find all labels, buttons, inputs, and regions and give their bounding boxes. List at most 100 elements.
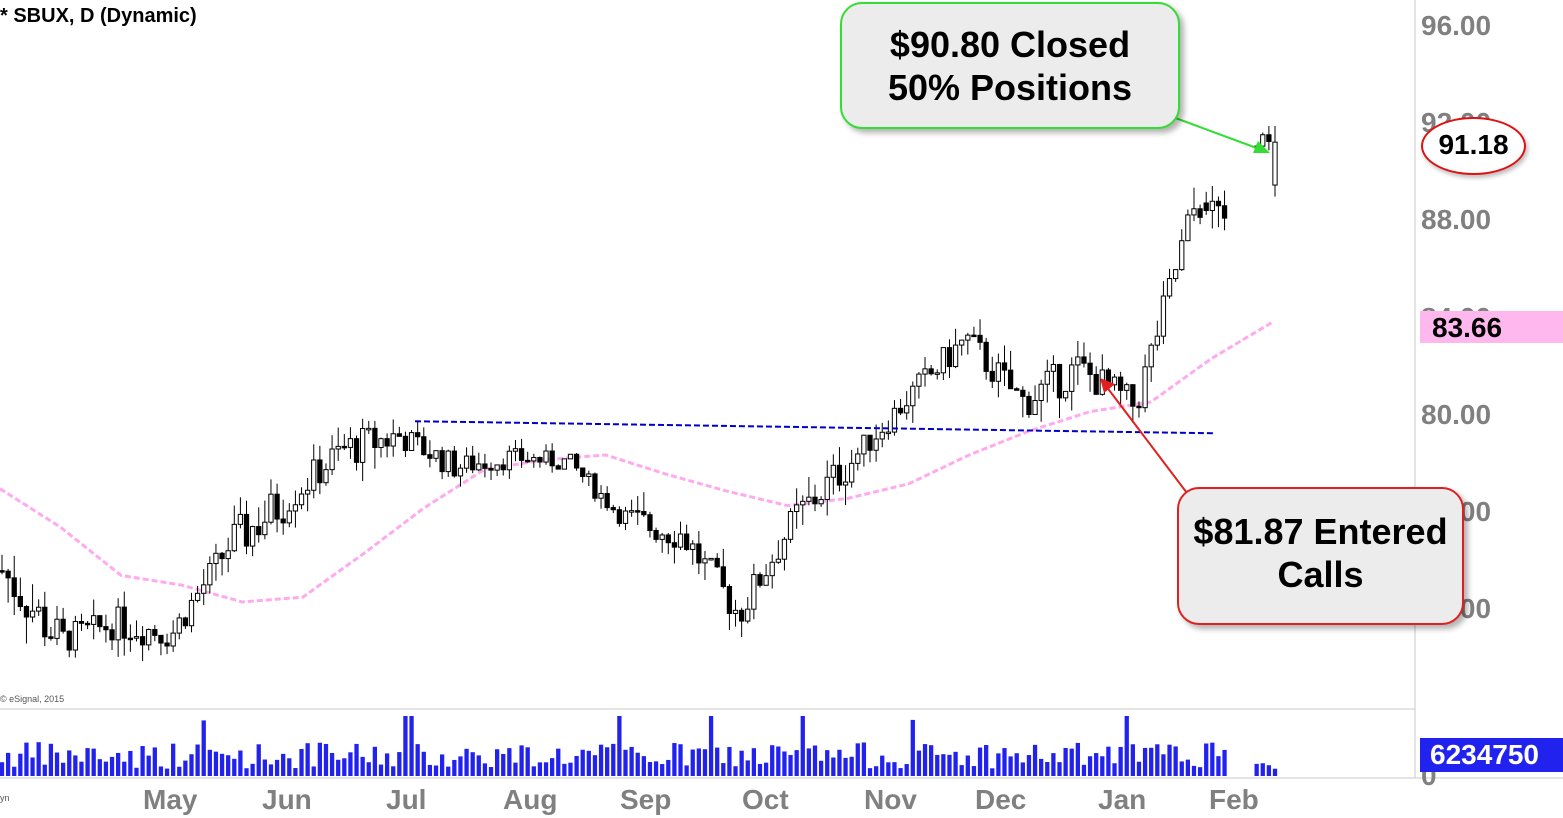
volume-bar xyxy=(543,762,549,776)
volume-bar xyxy=(201,720,206,776)
candle-body xyxy=(286,510,292,524)
volume-bar xyxy=(507,748,512,776)
candle-body xyxy=(1154,335,1160,346)
candle-body xyxy=(1069,364,1075,392)
candle-body xyxy=(525,459,531,463)
candle-body xyxy=(152,629,158,636)
volume-bar xyxy=(733,766,738,776)
callout-line: $81.87 Entered xyxy=(1193,511,1448,552)
candle-body xyxy=(855,453,861,464)
volume-bar xyxy=(122,761,127,776)
candle-body xyxy=(641,511,647,516)
candle-body xyxy=(262,521,268,536)
candle-body xyxy=(72,621,78,651)
candle-body xyxy=(836,464,843,486)
candle-body xyxy=(201,584,207,594)
volume-bar xyxy=(354,743,359,776)
volume-bar xyxy=(158,766,164,776)
candle-body xyxy=(543,450,549,463)
candle-body xyxy=(268,493,274,523)
candle-body xyxy=(561,458,568,470)
volume-bar xyxy=(1100,756,1105,776)
candle-body xyxy=(922,368,928,375)
candle-body xyxy=(256,526,262,536)
candle-body xyxy=(415,432,421,438)
candle-body xyxy=(751,574,757,610)
volume-bar xyxy=(1136,761,1142,776)
volume-bar xyxy=(48,743,54,776)
candle-body xyxy=(775,558,781,563)
volume-bar xyxy=(1161,754,1166,776)
volume-bar xyxy=(1260,763,1265,776)
candle-body xyxy=(1136,405,1142,409)
x-tick-label: Sep xyxy=(620,784,672,815)
volume-bar xyxy=(898,768,903,776)
candle-body xyxy=(867,434,873,451)
volume-bar xyxy=(415,744,420,776)
volume-bar xyxy=(18,753,23,776)
volume-bar xyxy=(739,750,744,776)
candle-body xyxy=(1020,389,1026,397)
candle-body xyxy=(60,618,66,632)
volume-bar xyxy=(274,759,280,776)
volume-bar xyxy=(67,750,72,776)
volume-bars xyxy=(0,716,1278,776)
volume-bar xyxy=(146,755,151,776)
candle-body xyxy=(237,513,244,525)
volume-bar xyxy=(183,760,188,776)
candle-body xyxy=(170,632,176,647)
volume-bar xyxy=(941,754,946,776)
candle-body xyxy=(714,557,720,568)
x-tick-label: Dec xyxy=(975,784,1027,815)
volume-bar xyxy=(152,747,157,776)
candle-body xyxy=(1173,269,1179,280)
candle-body xyxy=(696,543,702,564)
candle-body xyxy=(433,450,439,459)
volume-bar xyxy=(1149,747,1154,776)
last-volume-tag: 6234750 xyxy=(1420,738,1563,772)
last-price: 91.18 xyxy=(1438,129,1509,160)
candle-body xyxy=(628,510,635,513)
volume-bar xyxy=(458,756,463,776)
volume-bar xyxy=(574,755,579,776)
resistance-line xyxy=(414,420,1214,435)
volume-bar xyxy=(867,768,873,776)
candle-body xyxy=(470,455,476,471)
candle-body xyxy=(1191,208,1197,216)
volume-bar xyxy=(562,763,567,776)
candle-body xyxy=(317,459,323,484)
volume-bar xyxy=(525,747,530,776)
volume-bar xyxy=(323,743,329,776)
candle-body xyxy=(592,473,598,499)
candle-body xyxy=(463,455,470,469)
volume-bar xyxy=(794,750,799,776)
candle-body xyxy=(115,606,121,641)
candle-body xyxy=(274,493,280,520)
candle-body xyxy=(97,615,103,628)
volume-bar xyxy=(60,762,66,776)
candle-body xyxy=(311,459,317,491)
volume-bar xyxy=(586,750,591,776)
volume-bar xyxy=(1197,767,1203,776)
volume-bar xyxy=(843,757,848,776)
volume-bar xyxy=(1112,763,1117,776)
volume-bar xyxy=(727,746,732,776)
candle-body xyxy=(928,368,934,375)
candle-body xyxy=(182,617,189,627)
volume-bar xyxy=(452,759,457,776)
candle-body xyxy=(879,431,885,440)
candle-body xyxy=(127,637,134,641)
candle-body xyxy=(952,344,959,368)
volume-bar xyxy=(1094,753,1099,776)
candle-body xyxy=(910,385,916,407)
candle-body xyxy=(983,341,989,372)
candle-body xyxy=(1221,205,1228,219)
volume-bar xyxy=(238,750,243,776)
candle-body xyxy=(23,606,30,618)
volume-bar xyxy=(770,745,775,776)
volume-bar xyxy=(678,744,683,776)
candle-body xyxy=(476,463,482,471)
candle-body xyxy=(506,450,512,471)
x-tick-label: Jun xyxy=(262,784,312,815)
